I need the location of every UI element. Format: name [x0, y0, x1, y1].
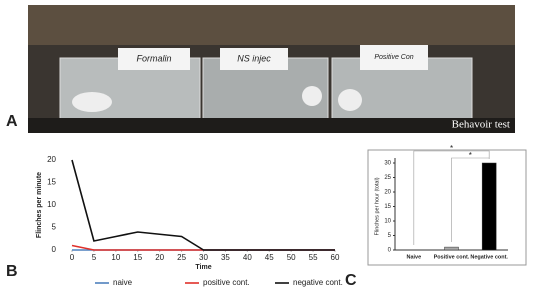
card-label: Positive Con	[374, 54, 413, 61]
x-tick-label: 15	[133, 253, 142, 262]
card	[360, 45, 428, 70]
y-tick-label: 0	[388, 248, 392, 254]
x-axis-label: Time	[195, 264, 211, 271]
significance: *	[469, 151, 472, 160]
significance: *	[450, 144, 453, 153]
mouse	[338, 89, 362, 111]
x-tick-label: 45	[265, 253, 274, 262]
y-tick-label: 5	[388, 233, 392, 239]
x-tick-label: 25	[177, 253, 186, 262]
significance-bracket	[413, 150, 490, 245]
y-tick-label: 0	[52, 245, 57, 254]
y-tick-label: 10	[47, 200, 56, 209]
x-tick-label: 5	[92, 253, 97, 262]
legend-label: positive cont.	[203, 278, 250, 287]
x-tick-label: 10	[111, 253, 120, 262]
x-tick-label: Negative cont.	[470, 254, 508, 260]
shelf	[28, 5, 515, 45]
x-tick-label: Positive cont.	[434, 254, 470, 260]
x-tick-label: 55	[309, 253, 318, 262]
x-tick-label: 40	[243, 253, 252, 262]
y-tick-label: 25	[384, 175, 391, 181]
x-tick-label: 35	[221, 253, 230, 262]
y-tick-label: 15	[47, 178, 56, 187]
x-tick-label: 50	[287, 253, 296, 262]
card	[220, 48, 288, 70]
legend-label: negative cont.	[293, 278, 343, 287]
x-tick-label: 0	[70, 253, 75, 262]
significance-bracket	[451, 157, 490, 242]
panel-label: B	[6, 263, 18, 280]
bar	[481, 162, 497, 251]
bar	[444, 246, 459, 251]
legend-label: naive	[113, 278, 133, 287]
y-tick-label: 5	[52, 223, 57, 232]
panel-label: A	[6, 113, 18, 130]
y-tick-label: 20	[47, 155, 56, 164]
y-tick-label: 30	[384, 161, 391, 167]
mouse	[302, 86, 322, 106]
x-tick-label: 30	[199, 253, 208, 262]
y-tick-label: 10	[384, 219, 391, 225]
y-tick-label: 15	[384, 204, 391, 210]
card	[118, 48, 190, 70]
photo-caption: Behavoir test	[452, 119, 510, 131]
x-tick-label: Naive	[406, 254, 421, 260]
panel-label: C	[345, 272, 357, 289]
x-tick-label: 60	[331, 253, 340, 262]
y-axis-label: Flinches per hour (total)	[374, 177, 380, 235]
mouse	[72, 92, 112, 112]
y-tick-label: 20	[384, 190, 391, 196]
y-axis-label: Flinches per minute	[36, 172, 43, 238]
bench	[28, 118, 515, 133]
card-label: NS injec	[237, 53, 271, 63]
photo: Formalin NS injec Positive Con Behavoir …	[28, 5, 515, 133]
series-line	[71, 159, 335, 251]
panel-frame	[367, 149, 527, 266]
x-tick-label: 20	[155, 253, 164, 262]
card-label: Formalin	[136, 53, 171, 63]
